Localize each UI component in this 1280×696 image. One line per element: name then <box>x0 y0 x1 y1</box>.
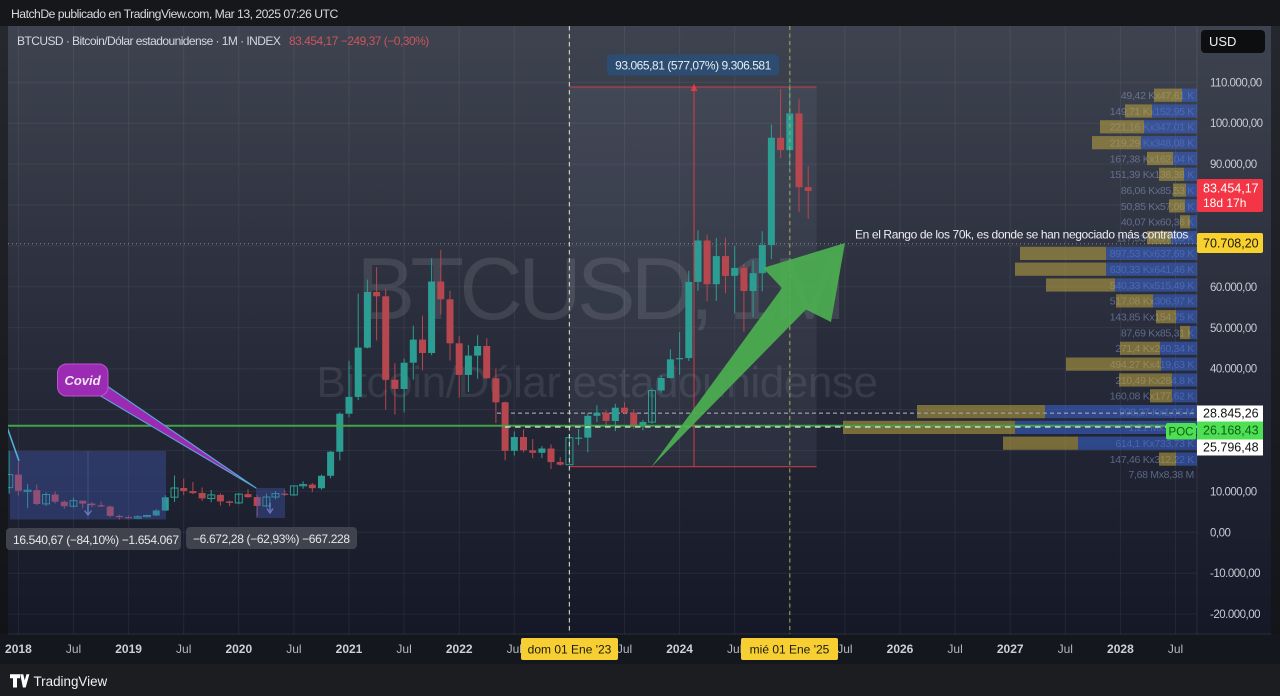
svg-text:0,00: 0,00 <box>1210 527 1230 539</box>
svg-text:60.000,00: 60.000,00 <box>1210 282 1257 294</box>
svg-text:Jul: Jul <box>396 642 411 656</box>
svg-text:USD: USD <box>1209 34 1236 49</box>
svg-text:Covid: Covid <box>64 373 101 388</box>
svg-text:HatchDe publicado en TradingVi: HatchDe publicado en TradingView.com, Ma… <box>11 7 338 21</box>
svg-text:-10.000,00: -10.000,00 <box>1210 568 1260 580</box>
svg-text:10.000,00: 10.000,00 <box>1210 486 1257 498</box>
svg-text:Jul: Jul <box>947 642 962 656</box>
svg-text:40.000,00: 40.000,00 <box>1210 364 1257 376</box>
svg-text:Jul: Jul <box>66 642 81 656</box>
svg-text:En el Rango de los 70k, es don: En el Rango de los 70k, es donde se han … <box>855 228 1188 242</box>
svg-text:2026: 2026 <box>887 642 914 656</box>
svg-text:Bitcoin/Dólar estadounidense: Bitcoin/Dólar estadounidense <box>316 358 877 407</box>
svg-text:18d 17h: 18d 17h <box>1203 196 1246 210</box>
svg-text:26.168,43: 26.168,43 <box>1203 424 1259 438</box>
svg-text:93.065,81 (577,07%) 9.306.581: 93.065,81 (577,07%) 9.306.581 <box>615 59 772 73</box>
svg-text:Jul: Jul <box>727 642 742 656</box>
svg-text:83.454,17: 83.454,17 <box>1203 182 1259 196</box>
svg-text:50.000,00: 50.000,00 <box>1210 323 1257 335</box>
svg-text:2027: 2027 <box>997 642 1024 656</box>
svg-text:83.454,17 −249,37 (−0,30%): 83.454,17 −249,37 (−0,30%) <box>289 34 429 48</box>
svg-text:2022: 2022 <box>446 642 473 656</box>
svg-text:Jul: Jul <box>617 642 632 656</box>
svg-text:2018: 2018 <box>5 642 32 656</box>
svg-text:2021: 2021 <box>336 642 363 656</box>
svg-text:40,07 Kx60,36 K: 40,07 Kx60,36 K <box>1121 217 1194 229</box>
svg-text:POC: POC <box>1169 427 1194 439</box>
svg-text:Jul: Jul <box>507 642 522 656</box>
svg-text:110.000,00: 110.000,00 <box>1210 77 1262 89</box>
svg-text:Jul: Jul <box>837 642 852 656</box>
svg-text:−6.672,28 (−62,93%) −667.228: −6.672,28 (−62,93%) −667.228 <box>193 532 350 546</box>
svg-text:100.000,00: 100.000,00 <box>1210 118 1263 130</box>
svg-text:16.540,67 (−84,10%) −1.654.067: 16.540,67 (−84,10%) −1.654.067 <box>13 533 179 547</box>
svg-text:BTCUSD · Bitcoin/Dólar estadou: BTCUSD · Bitcoin/Dólar estadounidense · … <box>17 34 281 48</box>
svg-text:2028: 2028 <box>1107 642 1134 656</box>
svg-text:2020: 2020 <box>225 642 252 656</box>
svg-text:70.708,20: 70.708,20 <box>1203 237 1259 251</box>
svg-text:Jul: Jul <box>1168 642 1183 656</box>
svg-text:7,68 Mx8,38 M: 7,68 Mx8,38 M <box>1128 469 1194 481</box>
svg-text:28.845,26: 28.845,26 <box>1203 407 1259 421</box>
svg-text:Jul: Jul <box>286 642 301 656</box>
svg-text:87,69 Kx85,31 K: 87,69 Kx85,31 K <box>1121 327 1194 339</box>
svg-text:dom 01 Ene '23: dom 01 Ene '23 <box>528 643 612 657</box>
svg-text:2024: 2024 <box>666 642 693 656</box>
svg-text:Jul: Jul <box>176 642 191 656</box>
svg-text:TradingView: TradingView <box>34 674 108 689</box>
svg-text:25.796,48: 25.796,48 <box>1203 441 1259 455</box>
svg-text:90.000,00: 90.000,00 <box>1210 159 1257 171</box>
svg-text:Jul: Jul <box>1058 642 1073 656</box>
svg-text:-20.000,00: -20.000,00 <box>1210 609 1260 621</box>
svg-text:2019: 2019 <box>115 642 142 656</box>
svg-text:mié 01 Ene '25: mié 01 Ene '25 <box>750 643 830 657</box>
